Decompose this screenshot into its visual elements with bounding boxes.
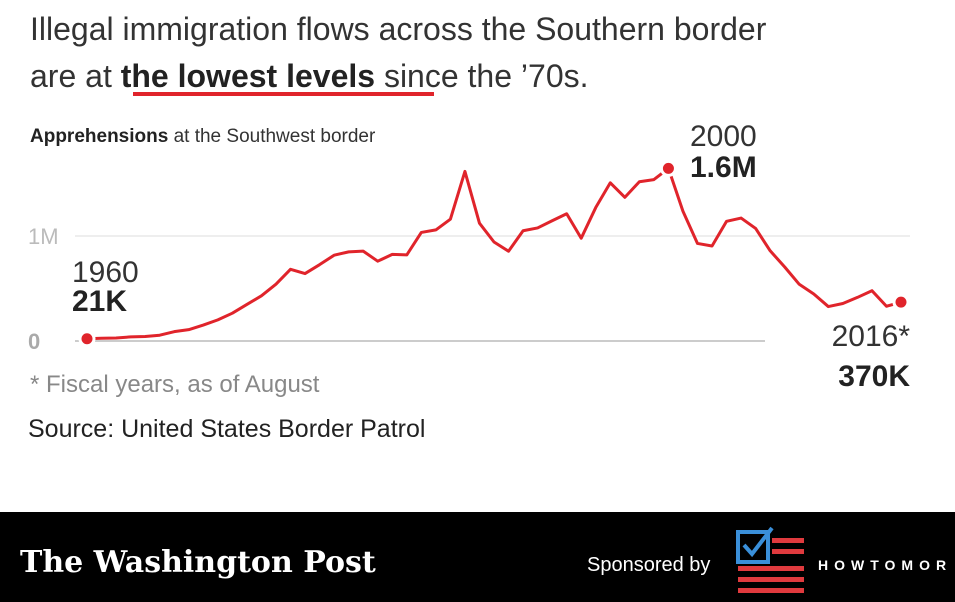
annotation-label: 1960 <box>72 256 139 289</box>
y-tick-label: 0 <box>28 329 40 354</box>
subtitle-rest: at the Southwest border <box>168 126 376 147</box>
annotation-value: 1.6M <box>690 151 757 184</box>
sponsored-by: Sponsored by <box>587 554 710 576</box>
title-highlight: the lowest levels <box>121 58 375 94</box>
y-tick-label: 1M <box>28 224 59 249</box>
note: * Fiscal years, as of August <box>30 371 320 398</box>
annotation-value: 370K <box>838 360 910 393</box>
title-line: Illegal immigration flows across the Sou… <box>30 11 767 47</box>
title: Illegal immigration flows across the Sou… <box>30 11 767 47</box>
annotation-dot <box>892 293 910 311</box>
title: are at the lowest levels since the ’70s. <box>30 58 589 94</box>
sponsor-name: HOWTOMOR <box>818 557 952 573</box>
annotation-label: 2000 <box>690 120 757 153</box>
brand: The Washington Post <box>20 545 376 580</box>
line <box>86 166 902 341</box>
annotation-value: 21K <box>72 285 127 318</box>
footer <box>0 512 955 602</box>
annotation-label: 2016* <box>832 320 911 353</box>
title-part: are at <box>30 58 121 94</box>
source: Source: United States Border Patrol <box>28 415 425 443</box>
subtitle: Apprehensions at the Southwest border <box>30 126 376 147</box>
sponsor-logo <box>736 526 804 593</box>
title-part: since the ’70s. <box>375 58 588 94</box>
annotation-dot <box>78 330 96 348</box>
highlight-underline <box>133 92 434 96</box>
subtitle-bold: Apprehensions <box>30 126 168 147</box>
annotation-dot <box>659 159 677 177</box>
